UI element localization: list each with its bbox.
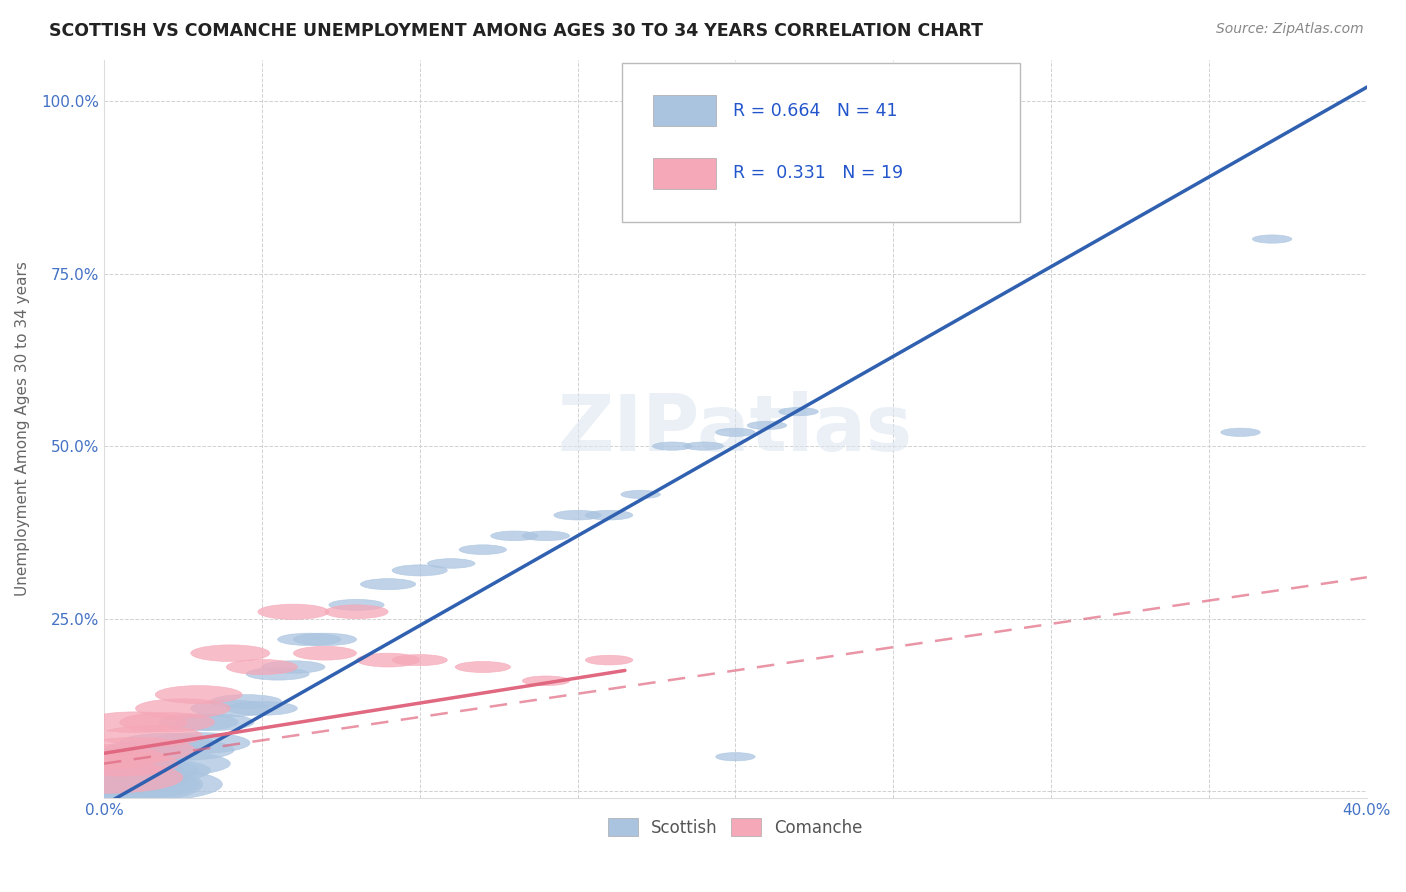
Ellipse shape: [49, 767, 222, 802]
Ellipse shape: [621, 491, 661, 499]
Ellipse shape: [84, 747, 187, 767]
Ellipse shape: [211, 695, 281, 708]
Ellipse shape: [392, 655, 447, 665]
Ellipse shape: [277, 633, 340, 646]
Ellipse shape: [159, 714, 238, 731]
Ellipse shape: [84, 712, 187, 732]
Ellipse shape: [779, 408, 818, 416]
Ellipse shape: [357, 653, 419, 667]
Ellipse shape: [120, 713, 215, 731]
Ellipse shape: [257, 604, 329, 619]
Ellipse shape: [72, 758, 198, 783]
Ellipse shape: [360, 579, 416, 590]
Ellipse shape: [226, 659, 297, 674]
Ellipse shape: [522, 676, 569, 686]
Bar: [654, 95, 717, 126]
Ellipse shape: [120, 733, 215, 753]
Y-axis label: Unemployment Among Ages 30 to 34 years: Unemployment Among Ages 30 to 34 years: [15, 261, 30, 597]
Ellipse shape: [716, 753, 755, 761]
Ellipse shape: [294, 647, 357, 660]
Ellipse shape: [191, 700, 270, 716]
Ellipse shape: [1220, 428, 1260, 436]
Ellipse shape: [585, 656, 633, 665]
Legend: Scottish, Comanche: Scottish, Comanche: [599, 810, 872, 846]
FancyBboxPatch shape: [621, 63, 1019, 222]
Ellipse shape: [246, 668, 309, 680]
Ellipse shape: [56, 758, 183, 783]
Ellipse shape: [135, 698, 231, 718]
Ellipse shape: [41, 769, 198, 799]
Text: Source: ZipAtlas.com: Source: ZipAtlas.com: [1216, 22, 1364, 37]
Ellipse shape: [456, 662, 510, 673]
Ellipse shape: [100, 726, 202, 747]
Ellipse shape: [45, 744, 163, 769]
Ellipse shape: [522, 531, 569, 541]
Ellipse shape: [60, 751, 179, 776]
Ellipse shape: [148, 732, 250, 753]
Ellipse shape: [155, 686, 242, 704]
Ellipse shape: [325, 605, 388, 619]
Ellipse shape: [32, 750, 174, 778]
Ellipse shape: [716, 428, 755, 436]
Ellipse shape: [427, 558, 475, 568]
Text: R = 0.664   N = 41: R = 0.664 N = 41: [733, 102, 897, 120]
Ellipse shape: [554, 510, 602, 520]
Ellipse shape: [1253, 235, 1292, 244]
Bar: [654, 158, 717, 189]
Text: R =  0.331   N = 19: R = 0.331 N = 19: [733, 164, 903, 182]
Ellipse shape: [262, 661, 325, 673]
Text: ZIPatlas: ZIPatlas: [558, 391, 912, 467]
Ellipse shape: [585, 510, 633, 520]
Ellipse shape: [93, 759, 211, 782]
Ellipse shape: [76, 738, 195, 763]
Text: SCOTTISH VS COMANCHE UNEMPLOYMENT AMONG AGES 30 TO 34 YEARS CORRELATION CHART: SCOTTISH VS COMANCHE UNEMPLOYMENT AMONG …: [49, 22, 983, 40]
Ellipse shape: [174, 714, 254, 731]
Ellipse shape: [191, 645, 270, 662]
Ellipse shape: [104, 751, 231, 776]
Ellipse shape: [17, 760, 191, 795]
Ellipse shape: [652, 442, 692, 450]
Ellipse shape: [226, 701, 297, 715]
Ellipse shape: [747, 421, 787, 430]
Ellipse shape: [460, 545, 506, 555]
Ellipse shape: [6, 764, 202, 805]
Ellipse shape: [132, 739, 235, 760]
Ellipse shape: [104, 740, 198, 759]
Ellipse shape: [685, 442, 724, 450]
Ellipse shape: [294, 633, 357, 646]
Ellipse shape: [392, 565, 447, 576]
Ellipse shape: [329, 599, 384, 610]
Ellipse shape: [491, 531, 538, 541]
Ellipse shape: [25, 762, 183, 793]
